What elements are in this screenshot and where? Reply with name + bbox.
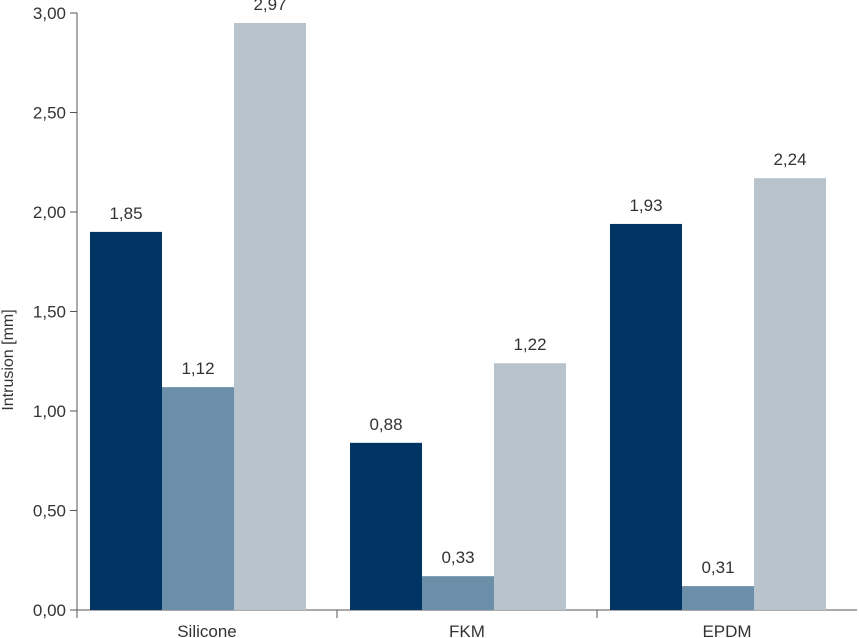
y-axis-title: Intrusion [mm] [0, 309, 17, 410]
x-category-label: FKM [449, 622, 485, 638]
bar-value-label: 2,24 [773, 150, 806, 169]
bar-value-label: 0,33 [441, 548, 474, 567]
bar [234, 22, 306, 610]
y-tick-label: 3,00 [33, 4, 66, 23]
bar [162, 387, 234, 610]
x-category-label: Silicone [177, 622, 237, 638]
bar-value-label: 1,93 [629, 196, 662, 215]
bar-value-label: 1,12 [181, 359, 214, 378]
bar [350, 442, 422, 610]
y-axis: 0,00 0,50 1,00 1,50 2,00 2,50 3,00 [33, 4, 78, 620]
bar-value-label: 0,31 [701, 558, 734, 577]
bars [90, 22, 826, 611]
x-axis: Silicone FKM EPDM [77, 609, 857, 638]
bar-value-label: 1,22 [513, 335, 546, 354]
bar-value-label: 2,97 [253, 0, 286, 14]
bar [682, 586, 754, 610]
bar [90, 231, 162, 610]
y-tick-label: 0,00 [33, 601, 66, 620]
data-labels: 1,85 0,88 1,93 1,12 0,33 0,31 2,97 1,22 2,24 [109, 0, 806, 577]
y-tick-label: 2,50 [33, 104, 66, 123]
y-tick-label: 1,00 [33, 402, 66, 421]
bar [422, 576, 494, 610]
bar-value-label: 1,85 [109, 204, 142, 223]
x-category-label: EPDM [702, 622, 751, 638]
y-tick-label: 1,50 [33, 303, 66, 322]
y-tick-label: 2,00 [33, 203, 66, 222]
bar [494, 363, 566, 610]
bar-value-label: 0,88 [369, 415, 402, 434]
bar [754, 178, 826, 611]
bar [610, 223, 682, 610]
y-tick-label: 0,50 [33, 502, 66, 521]
